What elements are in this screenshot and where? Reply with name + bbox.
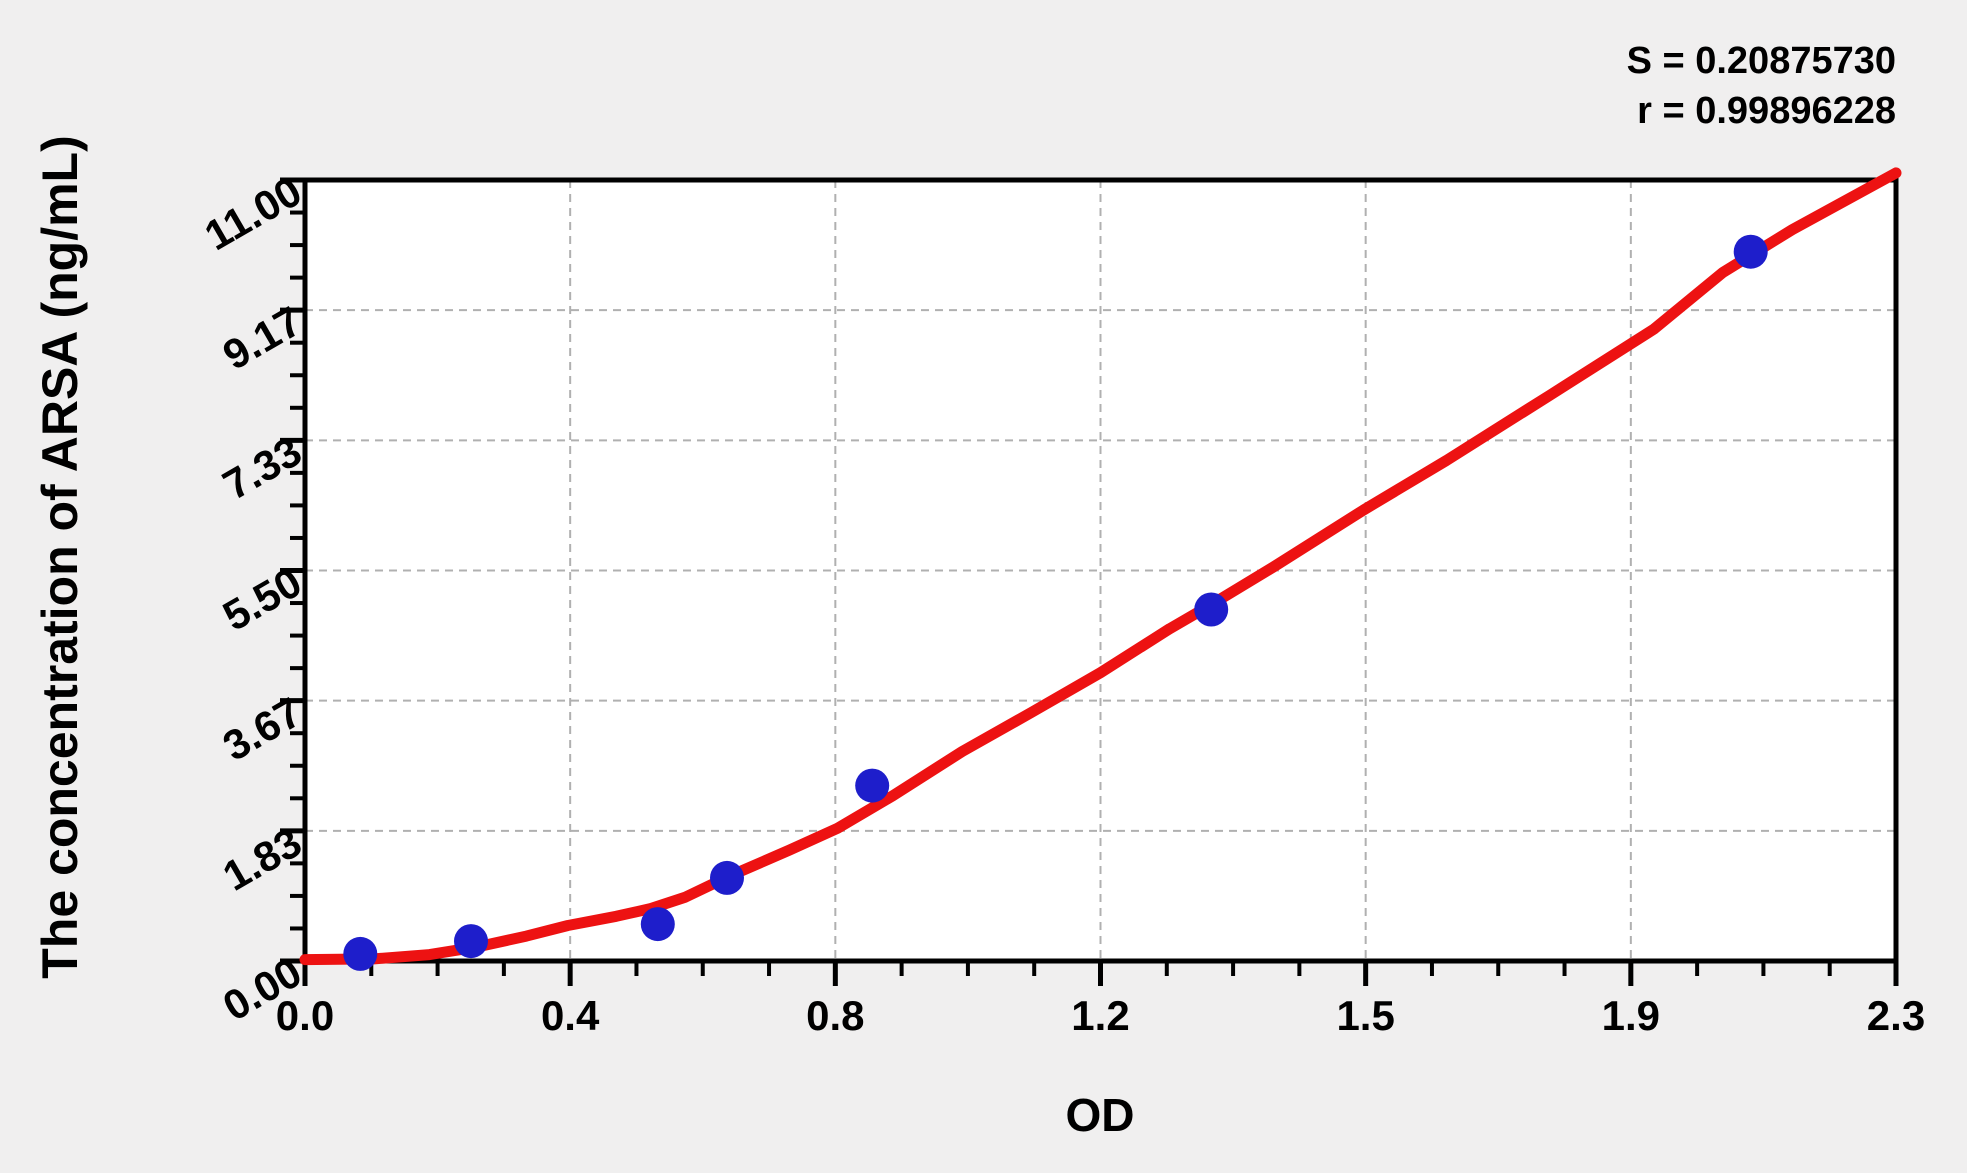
data-point [640,907,675,942]
stat-s-value: S = 0.20875730 [1626,40,1896,82]
data-point [710,860,744,895]
x-tick-label: 0.0 [275,992,335,1039]
x-tick-label: 1.5 [1336,992,1395,1039]
stat-r-value: r = 0.99896228 [1637,90,1896,132]
x-tick-label: 0.8 [806,992,865,1039]
x-axis-title: OD [1065,1089,1135,1141]
x-tick-label: 2.3 [1866,992,1926,1039]
x-tick-label: 0.4 [540,992,600,1039]
data-point [1733,234,1768,269]
curve-statistics: S = 0.20875730 r = 0.99896228 [1627,36,1896,136]
x-tick-label: 1.2 [1071,992,1130,1039]
x-tick-label: 1.9 [1601,992,1661,1039]
data-point [343,936,378,971]
data-point [454,924,488,959]
fit-curve [299,167,1902,966]
data-point [855,768,890,803]
data-point [1194,592,1229,627]
